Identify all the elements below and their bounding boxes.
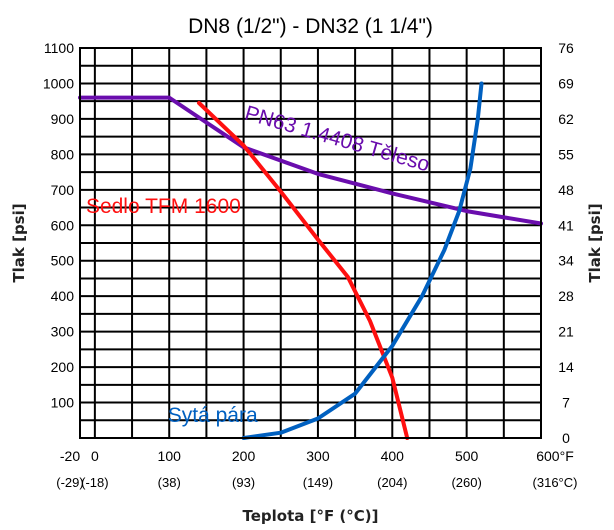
y-tick-label-left: 900	[51, 111, 75, 127]
x-tick-sublabel: (93)	[232, 475, 255, 490]
x-tick-sublabel: (149)	[303, 475, 333, 490]
y-tick-label-right: 76	[558, 40, 574, 56]
x-tick-label: 500	[455, 448, 479, 464]
y-tick-label-left: 1000	[43, 75, 74, 91]
y-tick-label-left: 100	[51, 395, 75, 411]
y-tick-label-left: 800	[51, 146, 75, 162]
x-tick-sublabel: (-18)	[81, 475, 108, 490]
x-tick-label: 300	[306, 448, 330, 464]
series-line	[197, 101, 410, 440]
y-tick-label-right: 7	[562, 395, 570, 411]
x-tick-sublabel: (316°C)	[533, 475, 578, 490]
plot-frame	[79, 47, 542, 439]
y-tick-label-right: 0	[562, 430, 570, 446]
y-axis-right-ticks: 0 7 14 21 28 34 41 48 55 62 69 76	[558, 40, 574, 446]
x-tick-label: 600°F	[536, 448, 574, 464]
y-tick-label-left: 300	[51, 324, 75, 340]
x-tick-label: 400	[381, 448, 405, 464]
y-axis-left-ticks: 100 200 300 400 500 600 700 800 900 1000 1100	[43, 40, 74, 411]
x-tick-label: 0	[91, 448, 99, 464]
y-tick-label-right: 69	[558, 75, 574, 91]
series-lines	[78, 81, 543, 440]
y-tick-label-right: 14	[558, 359, 574, 375]
chart-title: DN8 (1/2") - DN32 (1 1/4")	[188, 15, 433, 38]
y-tick-label-left: 700	[51, 182, 75, 198]
y-tick-label-left: 200	[51, 359, 75, 375]
series-label: Sytá pára	[168, 404, 258, 427]
y-tick-label-right: 55	[558, 146, 574, 162]
x-tick-sublabel: (204)	[377, 475, 407, 490]
y-tick-label-right: 48	[558, 182, 574, 198]
x-axis-label: Teplota [°F (°C)]	[242, 507, 378, 525]
grid	[80, 48, 541, 438]
y-tick-label-left: 500	[51, 253, 75, 269]
x-tick-sublabel: (38)	[158, 475, 181, 490]
y-tick-label-right: 41	[558, 217, 574, 233]
y-tick-label-left: 1100	[44, 40, 74, 56]
series-line	[78, 95, 543, 226]
x-tick-sublabel: (260)	[451, 475, 481, 490]
series-label: PN63 1.4408 Těleso	[242, 102, 432, 177]
x-tick-label: 200	[232, 448, 256, 464]
y-tick-label-left: 400	[51, 288, 75, 304]
x-tick-label: 100	[158, 448, 182, 464]
series-label: Sedlo TFM 1600	[86, 195, 241, 218]
x-axis-ticks: -20 (-29) 0 (-18) 100 (38) 200 (93) 300 (149) 400 (…	[56, 448, 577, 490]
x-tick-sublabel: (-29)	[56, 475, 83, 490]
y-tick-label-right: 34	[558, 253, 574, 269]
y-tick-label-right: 62	[558, 111, 574, 127]
y-tick-label-left: 600	[51, 217, 75, 233]
x-tick-label: -20	[60, 448, 80, 464]
series-line	[241, 81, 484, 440]
y-tick-label-right: 28	[558, 288, 574, 304]
y-axis-right-label: Tlak [psi]	[586, 203, 604, 282]
y-tick-label-right: 21	[558, 324, 574, 340]
y-axis-left-label: Tlak [psi]	[10, 203, 28, 282]
